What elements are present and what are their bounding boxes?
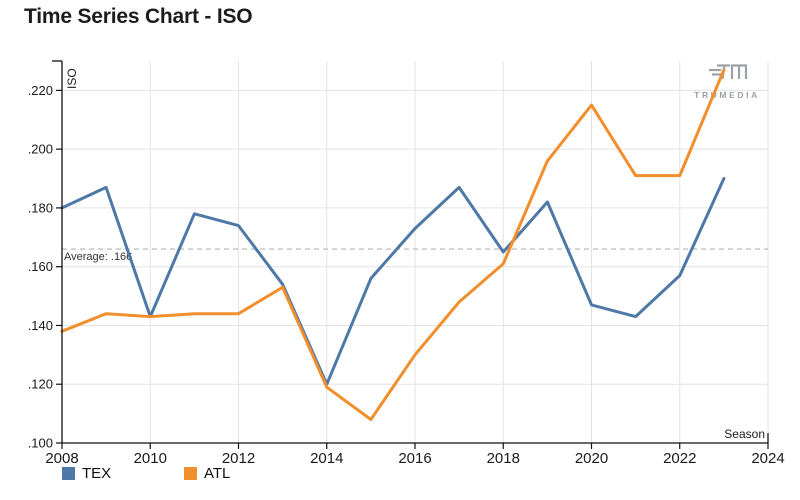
y-tick-label: .100 <box>28 436 53 451</box>
x-tick-label: 2010 <box>134 450 167 467</box>
y-tick-label: .140 <box>28 318 53 333</box>
x-tick-label: 2020 <box>575 450 608 467</box>
atl-series-line[interactable] <box>60 68 726 421</box>
y-axis-title: ISO <box>65 68 79 89</box>
y-tick-label: .220 <box>28 83 53 98</box>
x-axis-title: Season <box>724 427 765 441</box>
x-tick-label: 2012 <box>222 450 255 467</box>
atl-color-swatch <box>184 467 197 480</box>
y-tick-label: .120 <box>28 377 53 392</box>
chart-legend: TEX ATL <box>0 465 800 485</box>
y-tick-label: .160 <box>28 259 53 274</box>
chart-title: Time Series Chart - ISO <box>24 5 253 28</box>
y-tick-label: .200 <box>28 142 53 157</box>
x-tick-label: 2008 <box>45 450 78 467</box>
x-tick-label: 2018 <box>487 450 520 467</box>
legend-label-atl: ATL <box>204 465 231 482</box>
legend-item-atl[interactable]: ATL <box>184 465 230 482</box>
x-tick-label: 2016 <box>398 450 431 467</box>
y-tick-label: .180 <box>28 200 53 215</box>
x-tick-label: 2014 <box>310 450 343 467</box>
average-line-label: Average: .166 <box>64 251 132 263</box>
tex-series-line[interactable] <box>60 177 726 386</box>
x-tick-label: 2024 <box>751 450 784 467</box>
legend-item-tex[interactable]: TEX <box>62 465 111 482</box>
trumedia-brand-text: TRUMEDIA <box>694 90 760 100</box>
tex-color-swatch <box>62 467 75 480</box>
x-tick-label: 2022 <box>663 450 696 467</box>
legend-label-tex: TEX <box>82 465 112 482</box>
